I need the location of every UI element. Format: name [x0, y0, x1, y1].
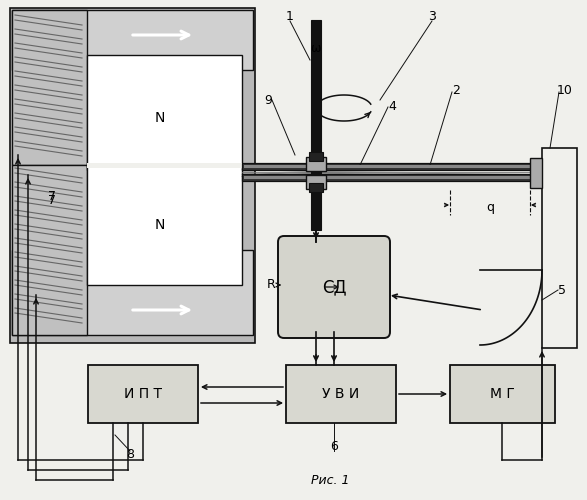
- FancyBboxPatch shape: [278, 236, 390, 338]
- Bar: [12, 10, 87, 165]
- Text: 1: 1: [286, 10, 294, 24]
- Bar: [244, 176, 538, 179]
- Text: 6: 6: [330, 440, 338, 454]
- Bar: [87, 165, 242, 285]
- Text: 2: 2: [452, 84, 460, 96]
- Text: Рис. 1: Рис. 1: [311, 474, 349, 488]
- Bar: [309, 152, 323, 161]
- Bar: [311, 20, 321, 230]
- Bar: [306, 157, 326, 171]
- Bar: [244, 165, 538, 168]
- Bar: [12, 250, 253, 335]
- Bar: [306, 175, 326, 189]
- Bar: [12, 10, 253, 70]
- Text: q: q: [486, 200, 494, 213]
- Bar: [87, 55, 242, 170]
- Text: У В И: У В И: [322, 387, 360, 401]
- Bar: [242, 163, 540, 170]
- Text: N: N: [155, 111, 165, 125]
- Bar: [309, 183, 323, 192]
- Text: 9: 9: [264, 94, 272, 106]
- Bar: [242, 174, 540, 181]
- Text: 4: 4: [388, 100, 396, 114]
- Bar: [87, 163, 242, 168]
- Bar: [450, 365, 555, 423]
- Bar: [530, 158, 542, 188]
- Text: СД: СД: [322, 278, 346, 296]
- Text: М Г: М Г: [490, 387, 514, 401]
- Text: 7: 7: [48, 190, 56, 203]
- Bar: [542, 148, 577, 348]
- Text: N: N: [155, 218, 165, 232]
- Text: 7: 7: [48, 194, 56, 206]
- Text: 3: 3: [428, 10, 436, 24]
- Text: 10: 10: [557, 84, 573, 96]
- Text: 5: 5: [558, 284, 566, 296]
- Bar: [12, 165, 87, 335]
- Text: ω: ω: [310, 42, 321, 54]
- Bar: [88, 365, 198, 423]
- Bar: [286, 365, 396, 423]
- Text: И П Т: И П Т: [124, 387, 162, 401]
- Text: R: R: [266, 278, 275, 291]
- Bar: [10, 8, 255, 343]
- Text: 8: 8: [126, 448, 134, 462]
